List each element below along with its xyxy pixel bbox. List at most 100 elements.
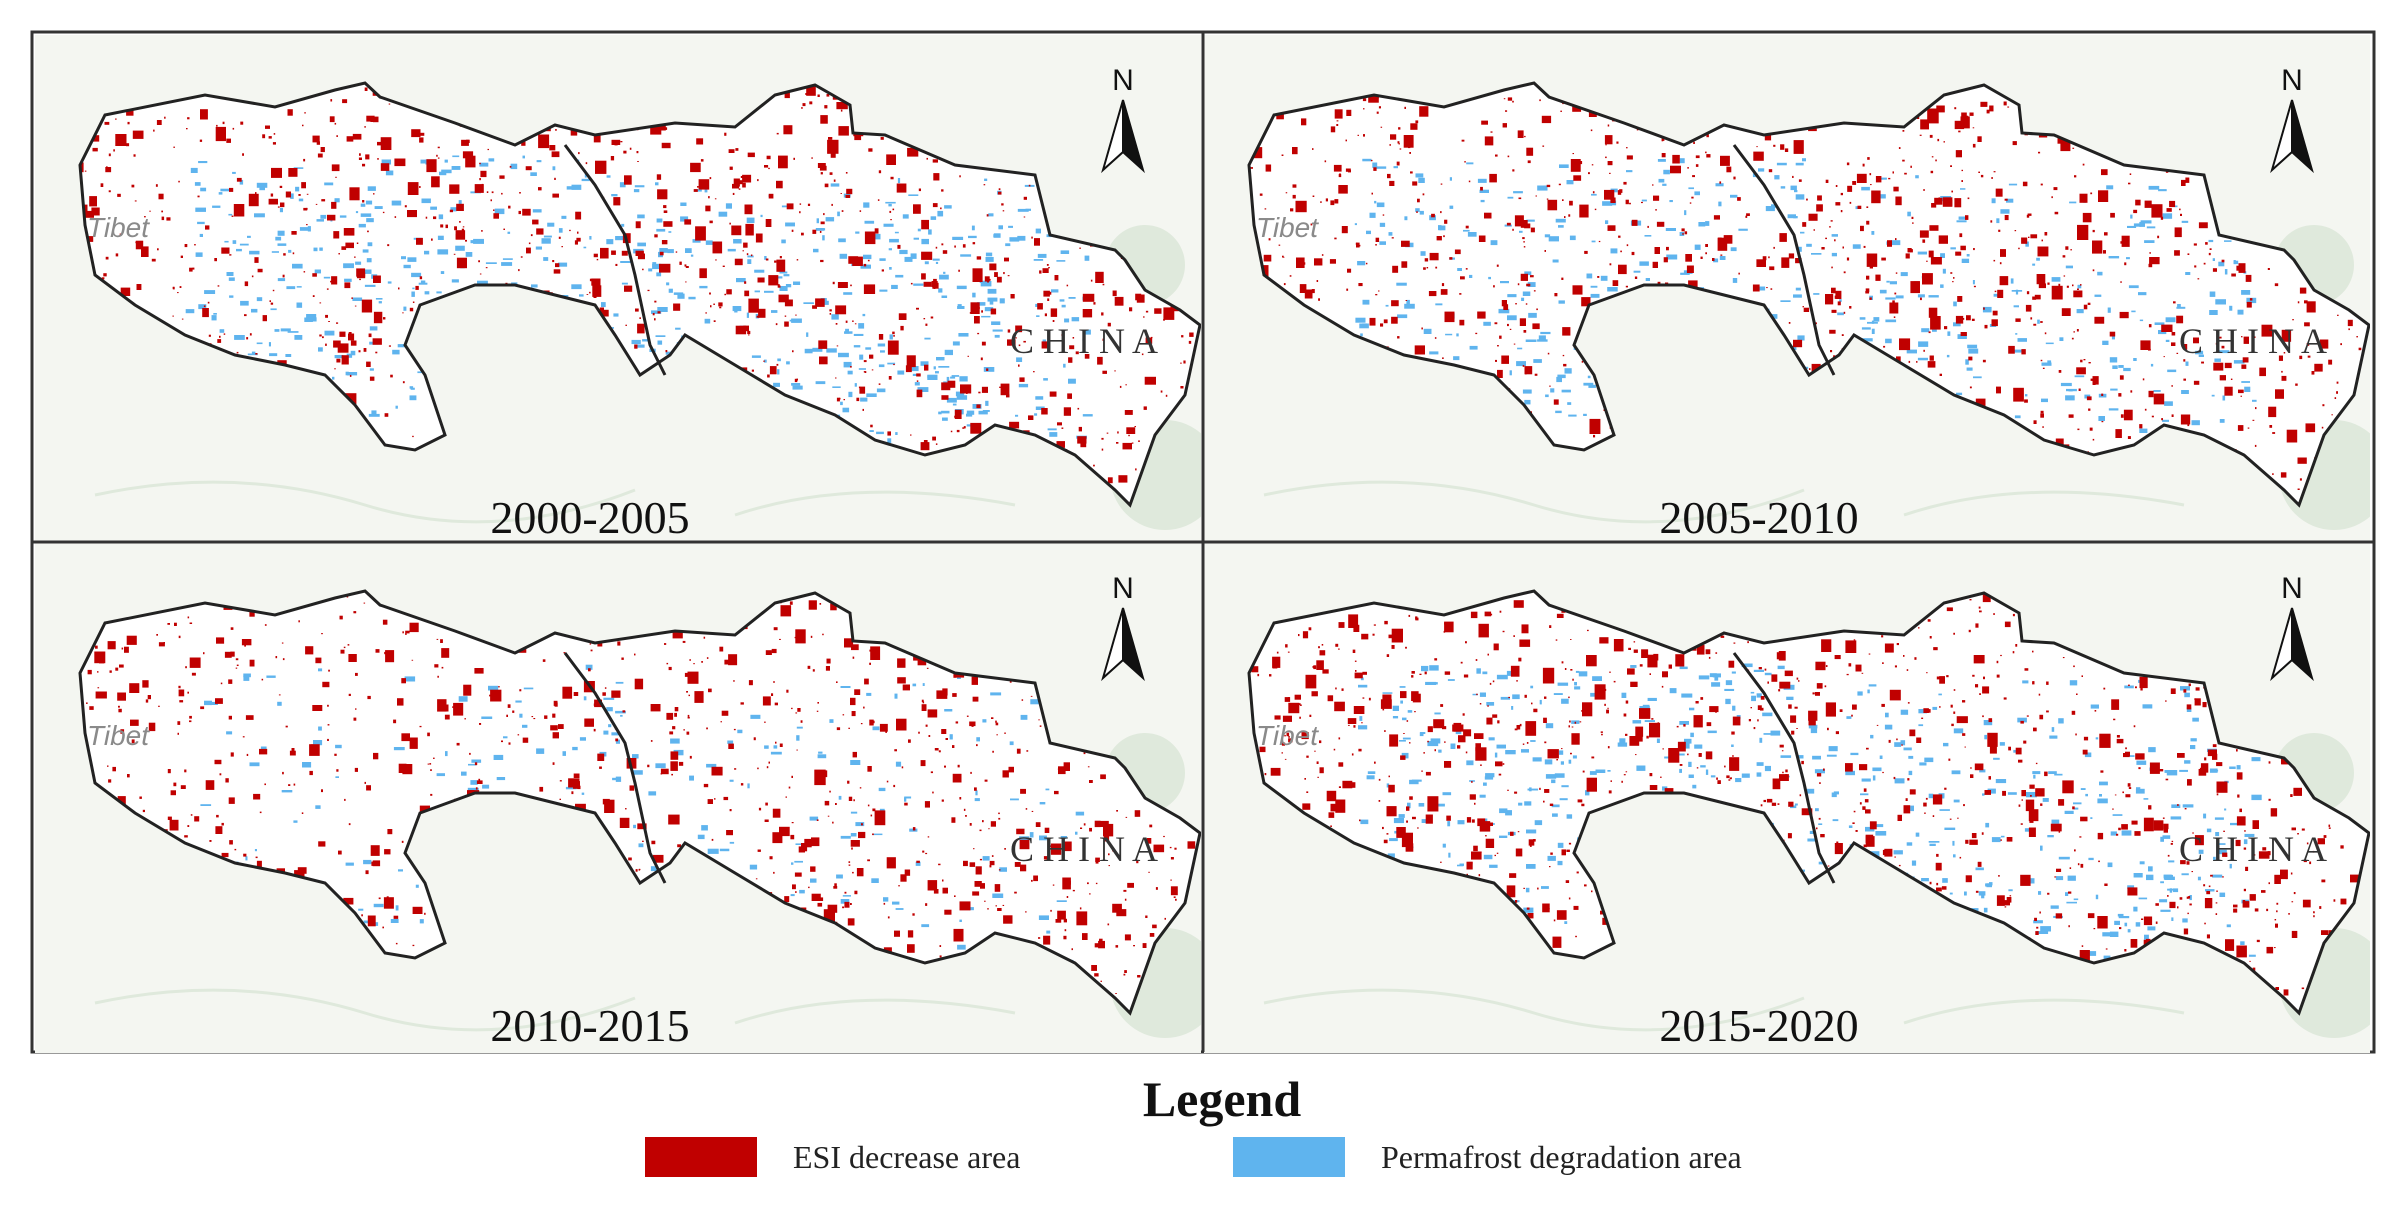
permafrost-pixel: [280, 328, 291, 332]
esi-decrease-pixel: [288, 784, 291, 786]
esi-decrease-pixel: [203, 305, 206, 308]
esi-decrease-pixel: [922, 701, 925, 704]
esi-decrease-pixel: [707, 799, 713, 804]
permafrost-pixel: [1666, 254, 1678, 260]
permafrost-pixel: [1362, 323, 1367, 327]
esi-decrease-pixel: [791, 822, 794, 824]
esi-decrease-pixel: [2236, 265, 2241, 271]
esi-decrease-pixel: [1562, 354, 1565, 357]
esi-decrease-pixel: [359, 278, 361, 281]
esi-decrease-pixel: [936, 690, 948, 699]
esi-decrease-pixel: [1334, 237, 1337, 240]
permafrost-pixel: [571, 184, 582, 190]
esi-decrease-pixel: [536, 228, 544, 235]
esi-decrease-pixel: [2230, 378, 2233, 380]
permafrost-pixel: [818, 751, 823, 754]
esi-decrease-pixel: [2026, 214, 2030, 218]
esi-decrease-pixel: [1593, 434, 1596, 438]
esi-decrease-pixel: [1883, 345, 1886, 348]
esi-decrease-pixel: [306, 193, 309, 195]
esi-decrease-pixel: [1090, 279, 1093, 282]
esi-decrease-pixel: [921, 251, 933, 260]
permafrost-pixel: [1852, 244, 1861, 249]
esi-decrease-pixel: [1654, 247, 1660, 254]
esi-decrease-pixel: [930, 316, 934, 319]
permafrost-pixel: [1397, 314, 1408, 319]
esi-decrease-pixel: [664, 127, 668, 130]
esi-decrease-pixel: [856, 397, 860, 402]
esi-decrease-pixel: [788, 786, 791, 789]
esi-decrease-pixel: [328, 321, 330, 322]
permafrost-pixel: [1068, 297, 1076, 299]
permafrost-pixel: [488, 685, 499, 691]
permafrost-pixel: [865, 347, 872, 350]
permafrost-pixel: [608, 724, 612, 728]
esi-decrease-pixel: [397, 698, 404, 706]
permafrost-pixel: [369, 326, 378, 331]
esi-decrease-pixel: [1362, 98, 1367, 102]
esi-decrease-pixel: [1784, 148, 1789, 152]
esi-decrease-pixel: [1619, 189, 1623, 193]
esi-decrease-pixel: [364, 87, 368, 91]
esi-decrease-pixel: [621, 250, 628, 256]
esi-decrease-pixel: [870, 814, 873, 817]
permafrost-pixel: [932, 258, 940, 261]
permafrost-pixel: [1719, 256, 1726, 260]
esi-decrease-pixel: [719, 306, 722, 309]
permafrost-pixel: [1795, 162, 1804, 166]
permafrost-pixel: [358, 223, 366, 228]
permafrost-pixel: [1360, 333, 1363, 337]
esi-decrease-pixel: [838, 126, 849, 136]
esi-decrease-pixel: [1781, 259, 1786, 263]
esi-decrease-pixel: [1484, 212, 1492, 219]
esi-decrease-pixel: [864, 371, 867, 373]
esi-decrease-pixel: [625, 808, 627, 810]
permafrost-pixel: [984, 178, 988, 181]
esi-decrease-pixel: [994, 272, 998, 277]
esi-decrease-pixel: [808, 886, 810, 889]
permafrost-pixel: [913, 237, 919, 240]
permafrost-pixel: [256, 182, 268, 188]
esi-decrease-pixel: [932, 203, 938, 208]
esi-decrease-pixel: [561, 246, 563, 248]
permafrost-pixel: [1500, 281, 1509, 284]
esi-decrease-pixel: [979, 858, 982, 861]
esi-decrease-pixel: [1046, 264, 1049, 266]
esi-decrease-pixel: [1083, 751, 1086, 755]
permafrost-pixel: [754, 290, 760, 293]
esi-decrease-pixel: [1655, 209, 1657, 211]
permafrost-pixel: [1406, 299, 1410, 306]
permafrost-pixel: [452, 155, 460, 158]
esi-decrease-pixel: [1835, 290, 1842, 299]
permafrost-pixel: [335, 776, 339, 778]
esi-decrease-pixel: [1501, 355, 1509, 364]
esi-decrease-pixel: [1357, 134, 1359, 136]
permafrost-pixel: [1509, 370, 1512, 376]
permafrost-pixel: [581, 792, 585, 795]
esi-decrease-pixel: [167, 769, 171, 774]
permafrost-pixel: [1802, 158, 1806, 162]
esi-decrease-pixel: [666, 712, 674, 720]
esi-decrease-pixel: [1101, 448, 1104, 451]
permafrost-pixel: [747, 255, 754, 258]
permafrost-pixel: [938, 411, 942, 415]
esi-decrease-pixel: [467, 790, 475, 796]
esi-decrease-pixel: [2092, 438, 2095, 441]
esi-decrease-pixel: [1544, 250, 1546, 252]
esi-decrease-pixel: [1904, 172, 1907, 175]
permafrost-pixel: [313, 740, 323, 746]
esi-decrease-pixel: [2208, 252, 2211, 256]
esi-decrease-pixel: [356, 242, 359, 244]
esi-decrease-pixel: [1312, 148, 1314, 150]
esi-decrease-pixel: [1922, 273, 1933, 285]
esi-decrease-pixel: [984, 900, 986, 902]
esi-decrease-pixel: [869, 649, 872, 652]
permafrost-pixel: [853, 345, 861, 348]
permafrost-pixel: [737, 729, 743, 734]
permafrost-pixel: [410, 387, 415, 390]
esi-decrease-pixel: [2292, 319, 2294, 321]
permafrost-pixel: [1867, 321, 1878, 324]
esi-decrease-pixel: [1536, 308, 1538, 311]
permafrost-pixel: [2069, 201, 2077, 204]
esi-decrease-pixel: [934, 748, 939, 751]
